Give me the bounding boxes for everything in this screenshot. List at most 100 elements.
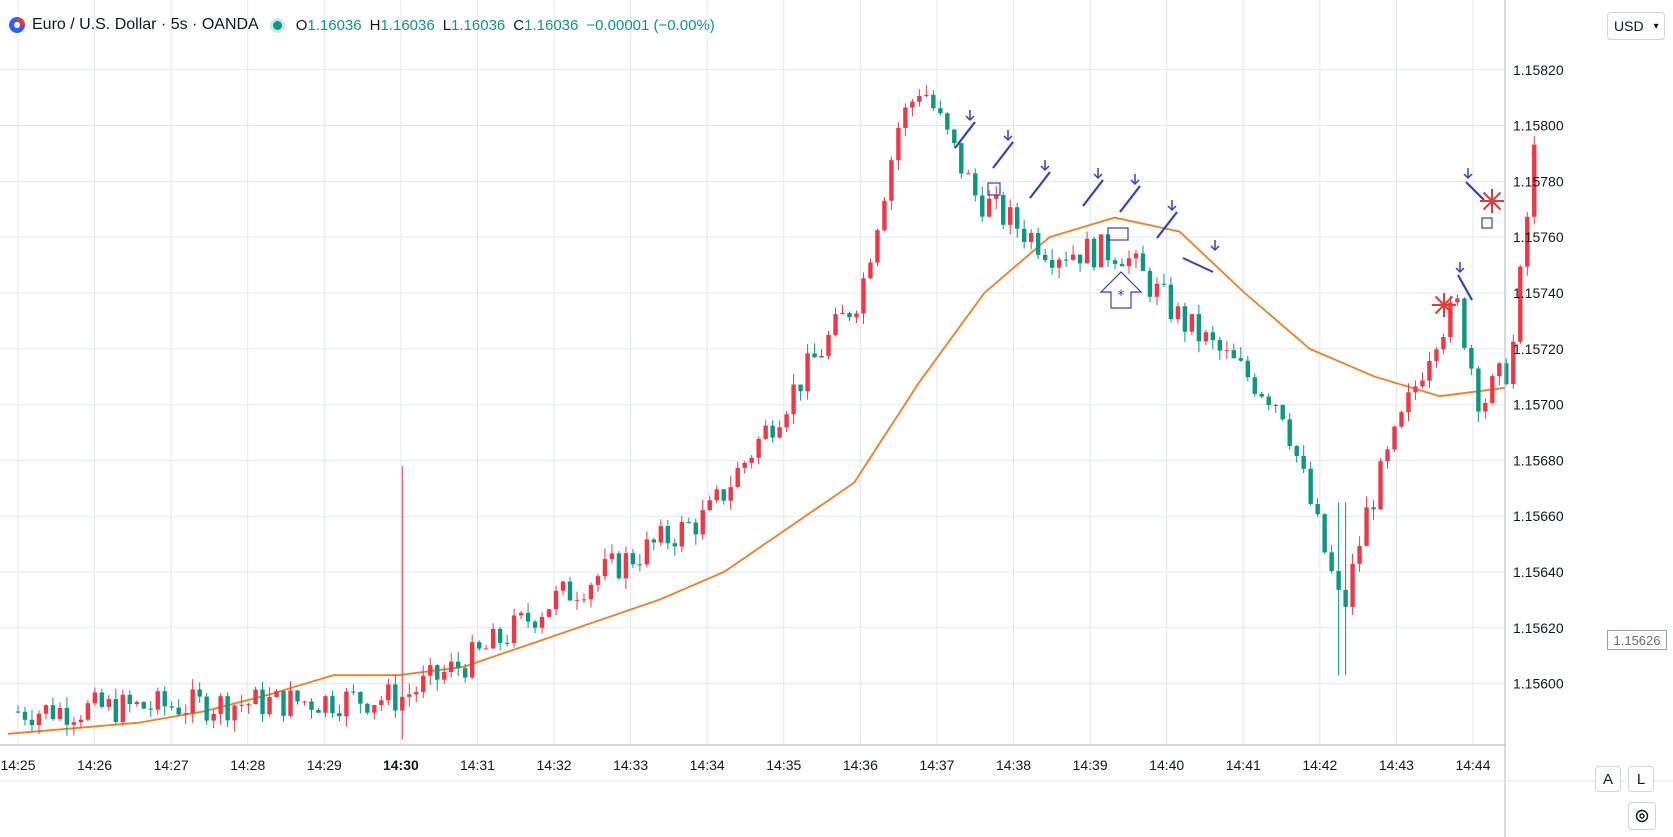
candle <box>1518 264 1523 344</box>
candle <box>162 686 167 716</box>
candle <box>155 687 160 715</box>
candle <box>805 343 810 400</box>
candle <box>1154 277 1160 306</box>
candle <box>1497 362 1502 386</box>
candle <box>358 691 363 714</box>
candle <box>50 697 56 721</box>
candle <box>379 696 384 712</box>
down-arrow-icon <box>1455 262 1465 274</box>
currency-label: USD <box>1614 18 1644 34</box>
x-tick-label: 14:40 <box>1149 757 1184 773</box>
chevron-down-icon: ▾ <box>1653 20 1659 32</box>
candle <box>525 602 531 628</box>
candle <box>148 700 153 717</box>
candle <box>980 186 985 222</box>
auto-scale-button[interactable]: A <box>1595 766 1621 792</box>
currency-select[interactable]: USD ▾ <box>1607 12 1665 40</box>
candle <box>43 704 49 720</box>
candle <box>1441 333 1446 355</box>
candle <box>1042 249 1048 263</box>
x-tick-label: 14:27 <box>154 757 189 773</box>
candle <box>330 690 335 718</box>
candle <box>1469 345 1474 376</box>
candle <box>1413 380 1418 400</box>
candle <box>1448 296 1453 343</box>
low-key: L <box>442 16 452 34</box>
candle <box>99 688 105 709</box>
candle <box>791 373 796 425</box>
candle <box>693 518 698 545</box>
candle <box>1294 445 1299 463</box>
candle <box>462 663 468 683</box>
candle <box>721 488 726 505</box>
candle <box>393 674 398 718</box>
candle <box>637 554 643 572</box>
candle <box>553 585 559 616</box>
candle <box>246 702 251 714</box>
x-tick-label: 14:35 <box>766 757 801 773</box>
candle <box>840 305 845 315</box>
candle <box>854 310 859 323</box>
candle <box>197 682 202 703</box>
candle <box>1084 231 1090 264</box>
symbol-title[interactable]: Euro / U.S. Dollar · 5s · OANDA <box>32 16 259 33</box>
drawn-trend-stroke <box>1082 179 1104 207</box>
y-tick-label: 1.15740 <box>1513 285 1564 301</box>
candle <box>435 664 440 691</box>
candle <box>204 693 209 725</box>
candle <box>623 546 629 590</box>
asterisk-icon: * <box>1118 288 1125 304</box>
drawn-trend-stroke <box>954 121 976 149</box>
candle <box>281 690 286 722</box>
candle <box>92 687 98 706</box>
candle <box>225 692 230 727</box>
x-tick-label: 14:30 <box>383 757 419 773</box>
x-tick-label: 14:39 <box>1073 757 1108 773</box>
candle <box>1399 410 1404 428</box>
high-key: H <box>369 16 381 34</box>
candle <box>1343 502 1348 676</box>
candle <box>456 651 461 677</box>
candle <box>1322 513 1327 554</box>
down-arrow-icon <box>1210 240 1220 252</box>
candle <box>763 420 768 440</box>
market-status-dot[interactable] <box>272 20 282 30</box>
candle <box>1063 251 1069 267</box>
candle <box>532 619 538 634</box>
drawn-trend-stroke <box>992 141 1014 169</box>
candle <box>141 701 146 710</box>
gear-icon[interactable] <box>1628 802 1656 830</box>
candle <box>106 695 112 711</box>
candle <box>428 658 433 685</box>
x-tick-label: 14:37 <box>919 757 954 773</box>
candle <box>910 98 915 117</box>
drawn-trend-stroke <box>1457 274 1473 301</box>
y-tick-label: 1.15800 <box>1513 118 1564 134</box>
candle <box>183 704 188 725</box>
x-tick-label: 14:32 <box>537 757 572 773</box>
candle <box>1455 294 1460 306</box>
x-tick-label: 14:43 <box>1379 757 1414 773</box>
candle <box>1427 351 1432 389</box>
candle <box>344 687 349 727</box>
candle <box>1196 304 1202 353</box>
candle <box>868 258 873 280</box>
candle <box>1021 219 1027 249</box>
candle <box>546 608 552 618</box>
candle <box>449 652 454 678</box>
down-arrow-icon <box>1463 168 1473 180</box>
x-tick-label: 14:41 <box>1226 757 1261 773</box>
candle <box>372 704 377 720</box>
candle <box>351 684 356 696</box>
candle <box>560 580 566 596</box>
candle <box>861 272 866 325</box>
candle <box>1224 340 1230 359</box>
log-scale-button[interactable]: L <box>1628 766 1654 792</box>
candle <box>602 548 608 581</box>
drawn-trend-stroke <box>1465 181 1485 201</box>
candle <box>260 681 265 722</box>
candle <box>1008 199 1013 235</box>
x-tick-label: 14:26 <box>77 757 112 773</box>
